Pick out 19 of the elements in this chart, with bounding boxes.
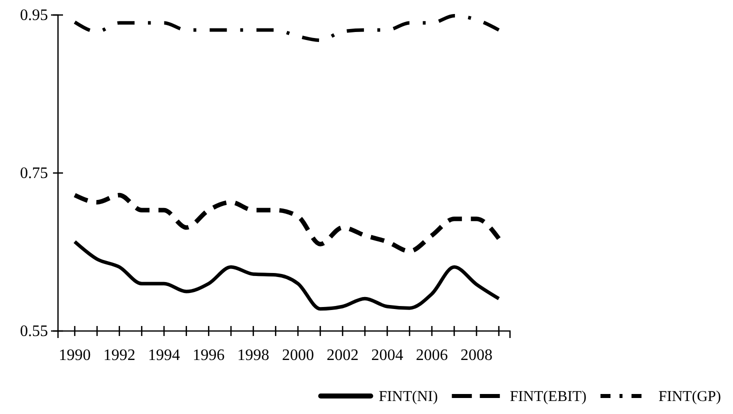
x-tick-label: 1998 (237, 347, 270, 364)
legend-label: FINT(NI) (378, 389, 438, 405)
legend-label: FINT(GP) (658, 389, 721, 405)
x-tick-label: 1990 (58, 347, 91, 364)
y-tick-label: 0.95 (20, 7, 48, 24)
x-tick-label: 2004 (371, 347, 404, 364)
line-series (72, 240, 501, 311)
x-tick-label: 2002 (326, 347, 359, 364)
line-series (72, 192, 502, 254)
x-tick-label: 2000 (282, 347, 314, 364)
x-tick-label: 1992 (103, 347, 136, 364)
line-series (72, 14, 501, 42)
x-tick-label: 2008 (460, 347, 493, 364)
y-tick-label: 0.75 (20, 165, 48, 182)
x-tick-label: 1996 (192, 347, 225, 364)
y-tick-label: 0.55 (20, 323, 48, 340)
x-tick-label: 2006 (416, 347, 448, 364)
legend-label: FINT(EBIT) (510, 389, 586, 405)
x-tick-label: 1994 (148, 347, 180, 364)
